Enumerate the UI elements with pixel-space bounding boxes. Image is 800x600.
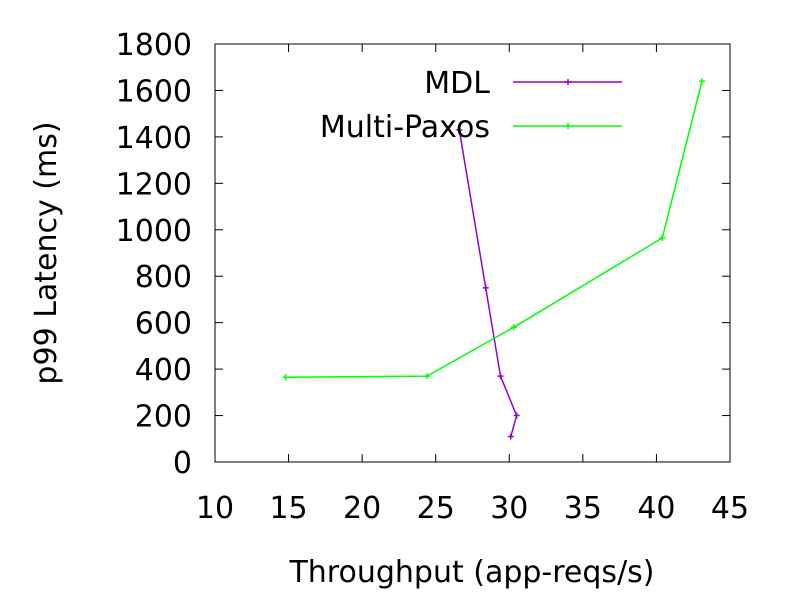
data-point — [565, 79, 571, 85]
x-tick-label: 45 — [711, 491, 749, 526]
data-point — [456, 126, 463, 133]
y-tick-label: 1000 — [116, 214, 192, 249]
y-axis: 0 200 400 600 800 1000 1200 1400 1600 1800 — [116, 28, 730, 481]
x-tick-label: 20 — [343, 491, 381, 526]
data-point — [513, 412, 520, 419]
y-tick-label: 200 — [135, 400, 192, 435]
legend-label: Multi-Paxos — [320, 110, 490, 145]
data-point — [699, 78, 706, 85]
x-tick-label: 10 — [196, 491, 234, 526]
y-tick-label: 1400 — [116, 121, 192, 156]
data-point — [282, 374, 289, 381]
x-axis-title: Throughput (app-reqs/s) — [288, 555, 654, 590]
data-point — [423, 373, 430, 380]
x-axis: 10 15 20 25 30 35 40 45 — [196, 44, 749, 526]
legend-label: MDL — [424, 66, 490, 101]
series-multi-paxos — [282, 78, 706, 381]
y-tick-label: 600 — [135, 307, 192, 342]
data-point — [565, 123, 571, 129]
y-axis-title: p99 Latency (ms) — [29, 121, 64, 384]
series-line — [458, 129, 518, 437]
x-tick-label: 40 — [637, 491, 675, 526]
y-tick-label: 0 — [173, 446, 192, 481]
data-point — [659, 234, 666, 241]
x-tick-label: 30 — [490, 491, 528, 526]
y-tick-label: 1800 — [116, 28, 192, 63]
x-tick-label: 35 — [564, 491, 602, 526]
y-tick-label: 1600 — [116, 74, 192, 109]
plot-frame — [214, 43, 731, 463]
data-point — [510, 324, 517, 331]
series-layer — [282, 78, 706, 440]
data-point — [507, 433, 514, 440]
y-tick-label: 800 — [135, 260, 192, 295]
series-mdl — [456, 126, 520, 440]
data-point — [497, 373, 504, 380]
y-tick-label: 400 — [135, 353, 192, 388]
x-tick-label: 15 — [269, 491, 307, 526]
legend: MDL Multi-Paxos — [320, 66, 622, 145]
data-point — [482, 284, 489, 291]
y-tick-label: 1200 — [116, 167, 192, 202]
x-tick-label: 25 — [417, 491, 455, 526]
